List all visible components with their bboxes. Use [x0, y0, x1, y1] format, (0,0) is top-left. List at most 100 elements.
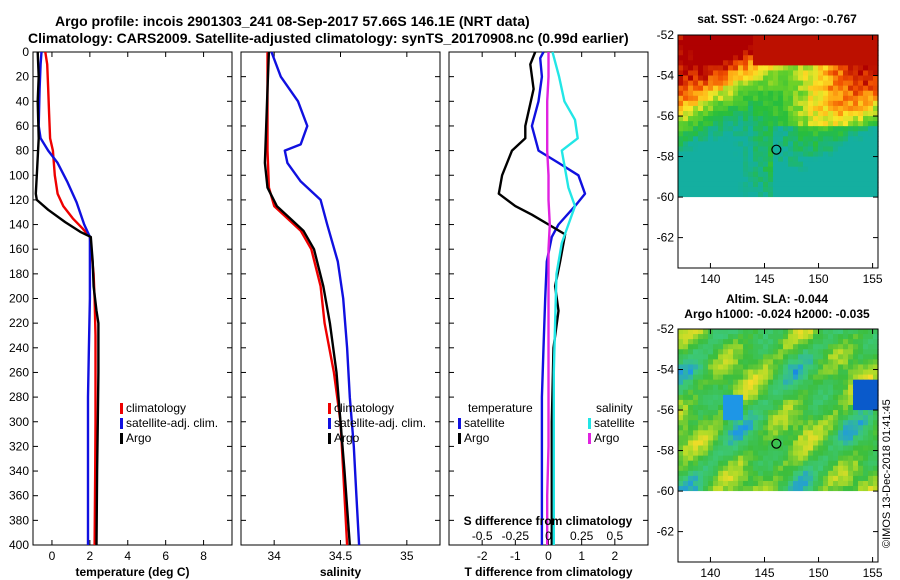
map-cell: [853, 176, 859, 183]
map-cell: [793, 40, 799, 46]
map-cell: [723, 349, 729, 355]
map-cell: [748, 425, 754, 431]
map-cell: [838, 399, 844, 406]
map-cell: [808, 121, 814, 127]
map-cell: [793, 344, 799, 350]
map-cell: [848, 176, 854, 183]
map-cell: [833, 121, 839, 127]
map-cell: [843, 126, 849, 132]
x-tick-label: 2: [87, 549, 94, 563]
map-cell: [873, 55, 879, 61]
map-cell: [703, 55, 709, 61]
map-cell: [738, 75, 744, 82]
map-cell: [803, 181, 809, 188]
map-cell: [793, 121, 799, 127]
map-cell: [808, 55, 814, 61]
map-cell: [723, 55, 729, 61]
map-cell: [698, 334, 704, 340]
map-cell: [873, 394, 879, 401]
map-cell: [843, 465, 849, 472]
map-cell: [748, 105, 754, 112]
map-cell: [748, 460, 754, 467]
map-cell: [728, 60, 734, 66]
map-cell: [818, 100, 824, 107]
y-tick-label: 320: [9, 439, 29, 453]
map-cell: [858, 146, 864, 153]
map-cell: [798, 329, 804, 335]
map-cell: [858, 100, 864, 107]
map-cell: [738, 354, 744, 360]
map-cell: [698, 116, 704, 122]
map-cell: [778, 455, 784, 462]
map-cell: [838, 192, 844, 198]
map-cell: [783, 450, 789, 457]
map-cell: [828, 70, 834, 77]
map-cell: [793, 146, 799, 153]
map-cell: [778, 45, 784, 51]
map-cell: [813, 430, 819, 436]
map-cell: [793, 349, 799, 355]
x-tick-label: 140: [700, 566, 720, 580]
map-cell: [858, 384, 864, 391]
map-cell: [688, 131, 694, 137]
map-cell: [738, 440, 744, 447]
map-cell: [798, 435, 804, 442]
map-cell: [858, 415, 864, 421]
map-cell: [853, 110, 859, 117]
map-cell: [708, 440, 714, 447]
map-cell: [713, 415, 719, 421]
map-cell: [848, 136, 854, 142]
map-cell: [738, 166, 744, 173]
map-cell: [838, 161, 844, 168]
map-cell: [718, 425, 724, 431]
map-cell: [833, 35, 839, 41]
map-cell: [758, 116, 764, 122]
map-cell: [758, 60, 764, 66]
map-cell: [733, 171, 739, 178]
map-cell: [718, 465, 724, 472]
map-cell: [763, 354, 769, 360]
map-cell: [838, 475, 844, 482]
map-cell: [763, 369, 769, 376]
map-cell: [818, 176, 824, 183]
map-cell: [768, 399, 774, 406]
map-cell: [683, 410, 689, 416]
x-tick-label: 2: [611, 549, 618, 563]
map-cell: [778, 470, 784, 477]
map-cell: [868, 430, 874, 436]
map-cell: [793, 415, 799, 421]
x-tick-label: 34.5: [329, 549, 353, 563]
map-cell: [833, 90, 839, 97]
legend-swatch: [328, 418, 331, 429]
map-cell: [753, 192, 759, 198]
map-cell: [803, 171, 809, 178]
map-cell: [768, 470, 774, 477]
map-cell: [758, 85, 764, 92]
map-cell: [823, 85, 829, 92]
map-cell: [783, 80, 789, 87]
map-cell: [823, 186, 829, 193]
map-cell: [808, 166, 814, 173]
map-cell: [828, 186, 834, 193]
map-cell: [818, 110, 824, 117]
map-cell: [683, 85, 689, 92]
map-cell: [848, 369, 854, 376]
map-cell: [813, 151, 819, 158]
map-cell: [838, 369, 844, 376]
map-cell: [873, 470, 879, 477]
y-tick-label: 240: [9, 341, 29, 355]
map-cell: [678, 455, 684, 462]
map-cell: [798, 110, 804, 117]
map-cell: [843, 100, 849, 107]
map-cell: [868, 450, 874, 457]
map-cell: [848, 186, 854, 193]
map-cell: [723, 475, 729, 482]
map-cell: [698, 369, 704, 376]
map-cell: [783, 440, 789, 447]
map-cell: [743, 35, 749, 41]
map-cell: [683, 105, 689, 112]
map-cell: [698, 364, 704, 371]
map-cell: [683, 45, 689, 51]
map-cell: [733, 389, 739, 396]
map-cell: [773, 394, 779, 401]
